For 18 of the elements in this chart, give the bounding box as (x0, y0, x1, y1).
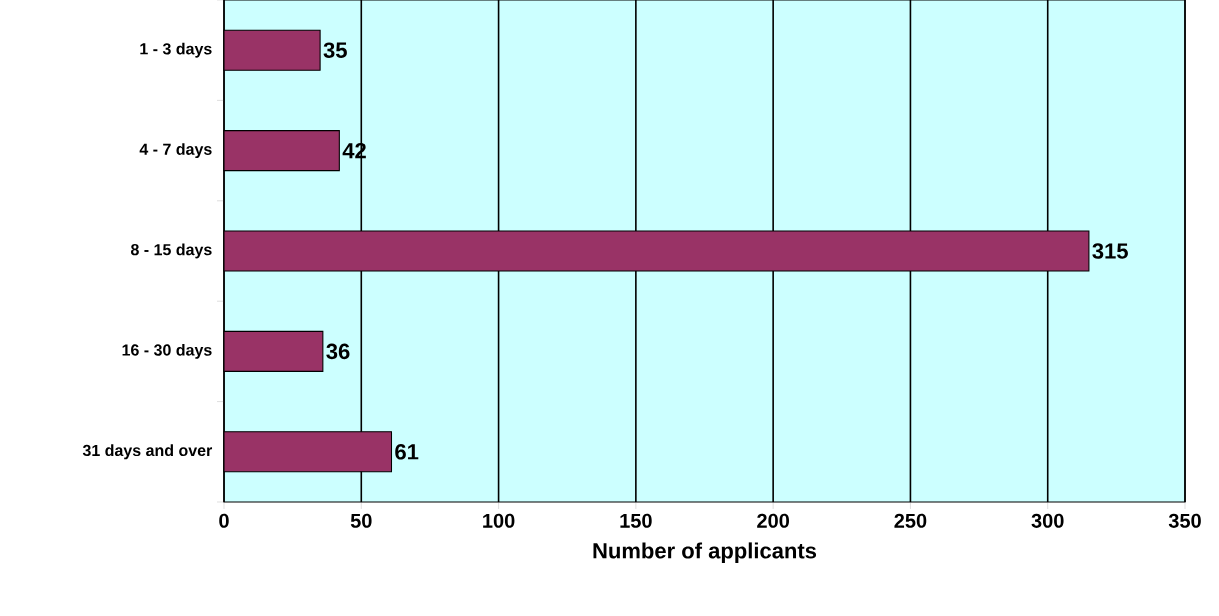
x-tick-label: 0 (219, 513, 229, 528)
x-tick-label: 100 (483, 513, 515, 528)
x-tick-label: 350 (1168, 513, 1201, 528)
x-tick-label: 150 (620, 513, 652, 528)
data-label: 36 (326, 343, 350, 360)
y-tick-label: 4 - 7 days (139, 143, 212, 159)
x-tick-label: 250 (894, 513, 927, 528)
x-tick-label: 300 (1031, 513, 1064, 528)
y-tick-label: 16 - 30 days (122, 343, 212, 359)
x-tick-label: 200 (757, 513, 789, 528)
y-tick-label: 8 - 15 days (130, 243, 212, 259)
x-axis-title: Number of applicants (593, 542, 817, 563)
data-label: 61 (395, 444, 419, 460)
x-tick-label: 50 (350, 513, 372, 528)
data-label: 35 (323, 42, 347, 59)
y-tick-label: 31 days and over (82, 444, 213, 460)
y-tick-label: 1 - 3 days (140, 42, 212, 58)
data-label: 315 (1092, 243, 1128, 259)
